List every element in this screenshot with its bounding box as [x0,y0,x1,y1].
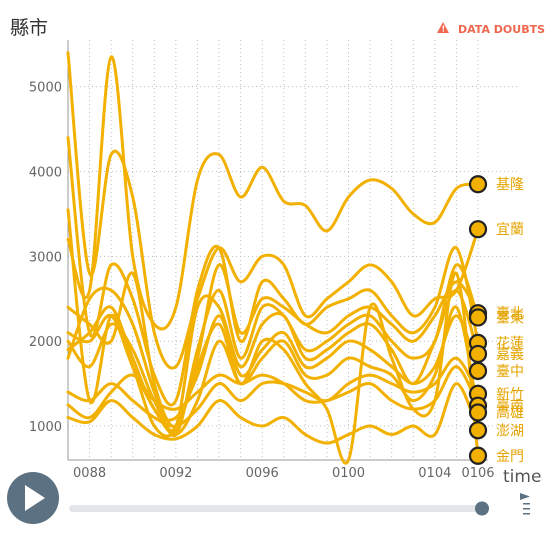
series-line[interactable] [66,263,480,438]
series-end-dot[interactable] [468,175,488,194]
series-end-dot[interactable] [468,361,488,381]
y-tick-label: 3000 [29,250,62,265]
series-line[interactable] [66,305,480,422]
series-label[interactable]: 臺東 [496,310,524,326]
series-line[interactable] [66,208,480,465]
data-doubts-warning[interactable]: ! DATA DOUBTS [437,22,545,36]
y-axis-title[interactable]: 縣市 [10,17,48,39]
series-line[interactable] [66,51,480,370]
time-slider-track[interactable] [69,505,481,512]
sort-menu-icon[interactable] [520,493,530,515]
series-label[interactable]: 嘉義 [496,346,524,363]
svg-text:!: ! [442,25,446,34]
x-tick-label: 0088 [73,466,106,481]
x-tick-label: 0100 [332,466,365,481]
series-end-dot[interactable] [468,446,488,465]
series-end-dot[interactable] [468,344,488,364]
data-doubts-label: DATA DOUBTS [458,23,545,36]
series-line[interactable] [66,263,480,429]
warning-icon [437,22,449,33]
y-tick-label: 4000 [29,166,62,181]
series-label[interactable]: 臺南 [496,399,524,415]
series-label[interactable]: 基隆 [496,176,524,193]
series-line[interactable] [66,136,480,407]
time-slider-handle[interactable] [475,501,489,516]
series-end-dots [468,175,488,465]
y-tick-label: 5000 [29,81,62,96]
play-icon [25,485,45,511]
y-tick-label: 1000 [29,420,62,435]
series-end-dot[interactable] [468,421,488,440]
play-button[interactable] [7,472,59,524]
x-tick-label: 0092 [159,466,192,481]
y-tick-label: 2000 [29,335,62,350]
series-label[interactable]: 金門 [496,449,524,465]
x-tick-label: 0104 [418,466,451,481]
series-label[interactable]: 新竹 [496,387,524,403]
series-end-dot[interactable] [468,403,488,422]
series-label[interactable]: 澎湖 [496,423,524,439]
series-end-dot[interactable] [468,220,488,239]
series-label[interactable]: 花蓮 [496,336,524,352]
x-axis-title[interactable]: time [503,467,541,487]
series-line[interactable] [66,55,480,331]
series-label[interactable]: 臺北 [496,306,524,322]
series-label[interactable]: 臺中 [496,364,524,380]
series-lines [66,51,480,465]
series-line[interactable] [66,356,480,428]
x-tick-label: 0106 [461,466,494,481]
series-end-dot[interactable] [468,308,488,327]
x-tick-label: 0096 [246,466,279,481]
series-label[interactable]: 高雄 [496,404,524,421]
series-label[interactable]: 宜蘭 [496,222,524,238]
axes: 1000 2000 3000 4000 5000 0088 0092 0096 0100 0104… [29,40,495,481]
series-line[interactable] [66,382,480,445]
